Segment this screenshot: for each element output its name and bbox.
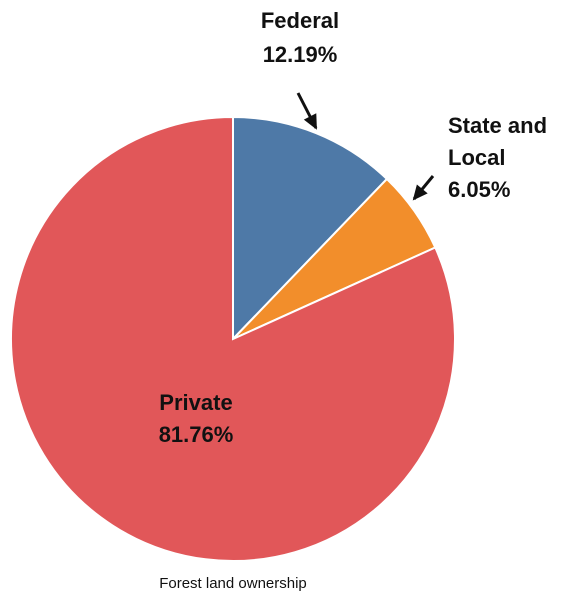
- chart-caption: Forest land ownership: [159, 575, 307, 592]
- slice-labels: Federal 12.19% State and Local 6.05% Private 8…: [159, 8, 547, 447]
- slice-label-2-line-0: Private: [159, 390, 232, 415]
- slice-label-2: Private 81.76%: [159, 390, 234, 447]
- slice-label-1-line-2: 6.05%: [448, 177, 510, 202]
- label-arrow-1: [412, 175, 435, 201]
- pie-slices: [10, 115, 456, 562]
- pie-slice-0: [232, 115, 389, 342]
- label-arrows: [296, 92, 435, 201]
- slice-label-2-line-1: 81.76%: [159, 422, 234, 447]
- slice-label-1-line-0: State and: [448, 113, 547, 138]
- slice-label-1-line-1: Local: [448, 145, 505, 170]
- label-arrow-0: [296, 92, 318, 130]
- slice-label-0: Federal 12.19%: [261, 8, 339, 67]
- slice-label-1: State and Local 6.05%: [448, 113, 547, 202]
- pie-slice-2: [10, 115, 456, 562]
- slice-label-0-line-1: 12.19%: [263, 42, 338, 67]
- slice-label-0-line-0: Federal: [261, 8, 339, 33]
